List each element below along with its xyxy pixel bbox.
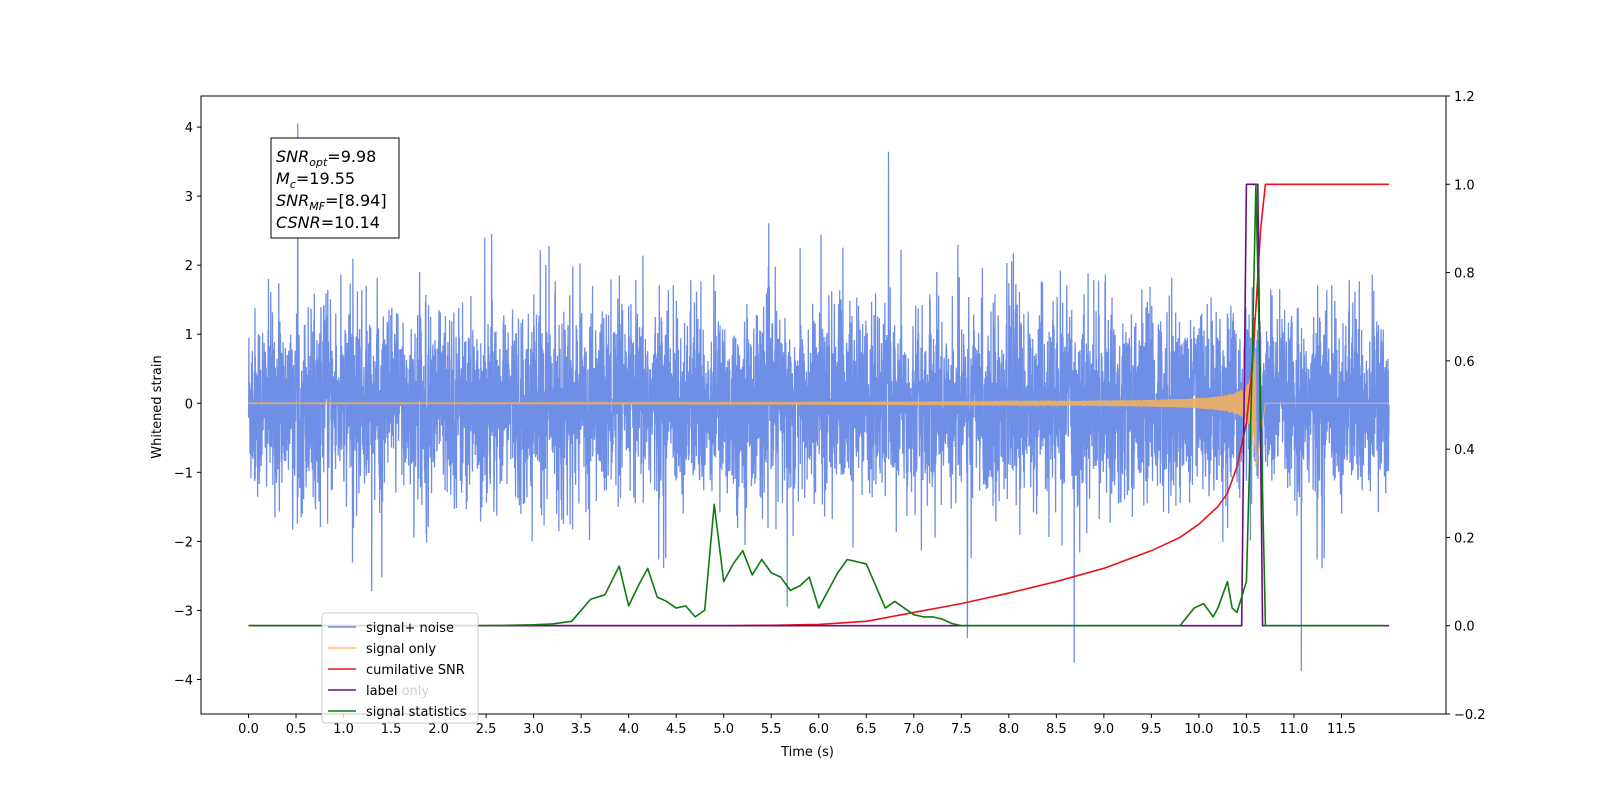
x-tick-label: 10.0 xyxy=(1184,722,1213,737)
x-tick-label: 9.5 xyxy=(1141,722,1162,737)
series-cumulative-snr xyxy=(248,183,1389,627)
series-signal-statistics xyxy=(248,183,1385,627)
annotation-value: =[8.94] xyxy=(325,191,387,210)
x-tick-label: 4.0 xyxy=(618,722,639,737)
x-axis-label: Time (s) xyxy=(780,745,834,760)
x-tick-label: 8.0 xyxy=(998,722,1019,737)
legend-label: label xyxy=(366,684,397,699)
x-tick-label: 9.0 xyxy=(1094,722,1115,737)
legend-label: signal statistics xyxy=(366,705,467,720)
x-tick-label: 5.0 xyxy=(713,722,734,737)
y-tick-label: 4 xyxy=(185,121,193,136)
x-tick-label: 8.5 xyxy=(1046,722,1067,737)
x-tick-label: 7.0 xyxy=(903,722,924,737)
x-tick-label: 4.5 xyxy=(666,722,687,737)
y-tick-label: −3 xyxy=(174,604,193,619)
y2-tick-label: 0.0 xyxy=(1454,620,1475,635)
series-signal-noise xyxy=(247,123,1390,672)
y-tick-label: 3 xyxy=(185,190,193,205)
y2-tick-label: 1.0 xyxy=(1454,178,1475,193)
x-tick-label: 6.5 xyxy=(856,722,877,737)
y2-tick-label: 0.8 xyxy=(1454,267,1475,282)
annotation-line: Mc=19.55 xyxy=(276,169,355,191)
annotation-box: SNRopt=9.98Mc=19.55SNRMF=[8.94]CSNR=10.1… xyxy=(270,137,400,239)
x-tick-label: 11.5 xyxy=(1327,722,1356,737)
y-tick-label: 0 xyxy=(185,397,193,412)
legend: signal+ noise signal only cumilative SNR la… xyxy=(321,612,479,724)
y2-tick-label: 0.2 xyxy=(1454,531,1475,546)
legend-hidden-label: label only xyxy=(366,684,429,699)
annotation-line: CSNR=10.14 xyxy=(276,213,380,232)
annotation-value: =10.14 xyxy=(321,213,380,232)
x-tick-label: 7.5 xyxy=(951,722,972,737)
annotation-line: SNRopt=9.98 xyxy=(276,147,376,169)
annotation-symbol: SNR xyxy=(276,191,309,210)
annotation-subscript: MF xyxy=(309,200,325,213)
legend-label: signal only xyxy=(366,642,436,657)
x-tick-label: 3.5 xyxy=(571,722,592,737)
x-tick-label: 11.0 xyxy=(1279,722,1308,737)
x-tick-label: 2.0 xyxy=(428,722,449,737)
y-axis-label: Whitened strain xyxy=(150,355,165,458)
annotation-line: SNRMF=[8.94] xyxy=(276,191,387,213)
annotation-value: =19.55 xyxy=(296,169,355,188)
y2-tick-label: −0.2 xyxy=(1454,708,1486,723)
plot-frame xyxy=(200,95,1447,715)
x-tick-label: 3.0 xyxy=(523,722,544,737)
y-tick-label: −4 xyxy=(174,673,193,688)
legend-frame xyxy=(321,612,479,724)
annotation-symbol: M xyxy=(276,169,290,188)
y-tick-label: −1 xyxy=(174,466,193,481)
x-tick-label: 0.5 xyxy=(286,722,307,737)
legend-label: signal+ noise xyxy=(366,621,454,636)
x-tick-label: 10.5 xyxy=(1232,722,1261,737)
annotation-subscript: opt xyxy=(309,156,328,169)
x-tick-label: 2.5 xyxy=(476,722,497,737)
y-tick-label: −2 xyxy=(174,535,193,550)
x-tick-label: 0.0 xyxy=(238,722,259,737)
series-layer xyxy=(247,123,1390,672)
y2-tick-label: 0.4 xyxy=(1454,443,1475,458)
series-signal-only xyxy=(248,349,1389,468)
y2-tick-label: 1.2 xyxy=(1454,90,1475,105)
x-tick-label: 1.5 xyxy=(381,722,402,737)
annotation-value: =9.98 xyxy=(327,147,376,166)
legend-label: cumilative SNR xyxy=(366,663,465,678)
x-tick-label: 6.0 xyxy=(808,722,829,737)
annotation-subscript: c xyxy=(290,178,296,191)
y-tick-label: 2 xyxy=(185,259,193,274)
x-tick-label: 5.5 xyxy=(761,722,782,737)
annotation-symbol: CSNR xyxy=(276,213,321,232)
y-tick-label: 1 xyxy=(185,328,193,343)
annotation-frame xyxy=(270,137,400,239)
y2-tick-label: 0.6 xyxy=(1454,355,1475,370)
axes-layer: 0.0 0.5 1.0 1.5 2.0 2.5 3.0 3.5 4.0 4.5 5.0 5.5 6.0 6… xyxy=(150,90,1486,760)
annotation-symbol: SNR xyxy=(276,147,309,166)
x-tick-label: 1.0 xyxy=(333,722,354,737)
